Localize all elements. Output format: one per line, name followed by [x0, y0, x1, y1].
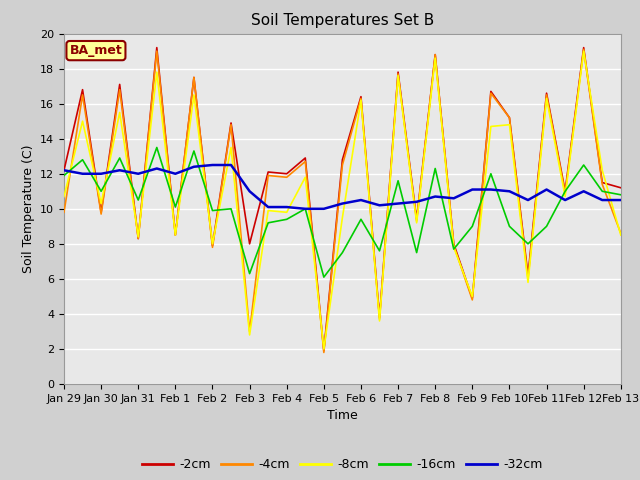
Title: Soil Temperatures Set B: Soil Temperatures Set B [251, 13, 434, 28]
Text: BA_met: BA_met [70, 44, 122, 57]
Legend: -2cm, -4cm, -8cm, -16cm, -32cm: -2cm, -4cm, -8cm, -16cm, -32cm [137, 453, 548, 476]
X-axis label: Time: Time [327, 409, 358, 422]
Y-axis label: Soil Temperature (C): Soil Temperature (C) [22, 144, 35, 273]
